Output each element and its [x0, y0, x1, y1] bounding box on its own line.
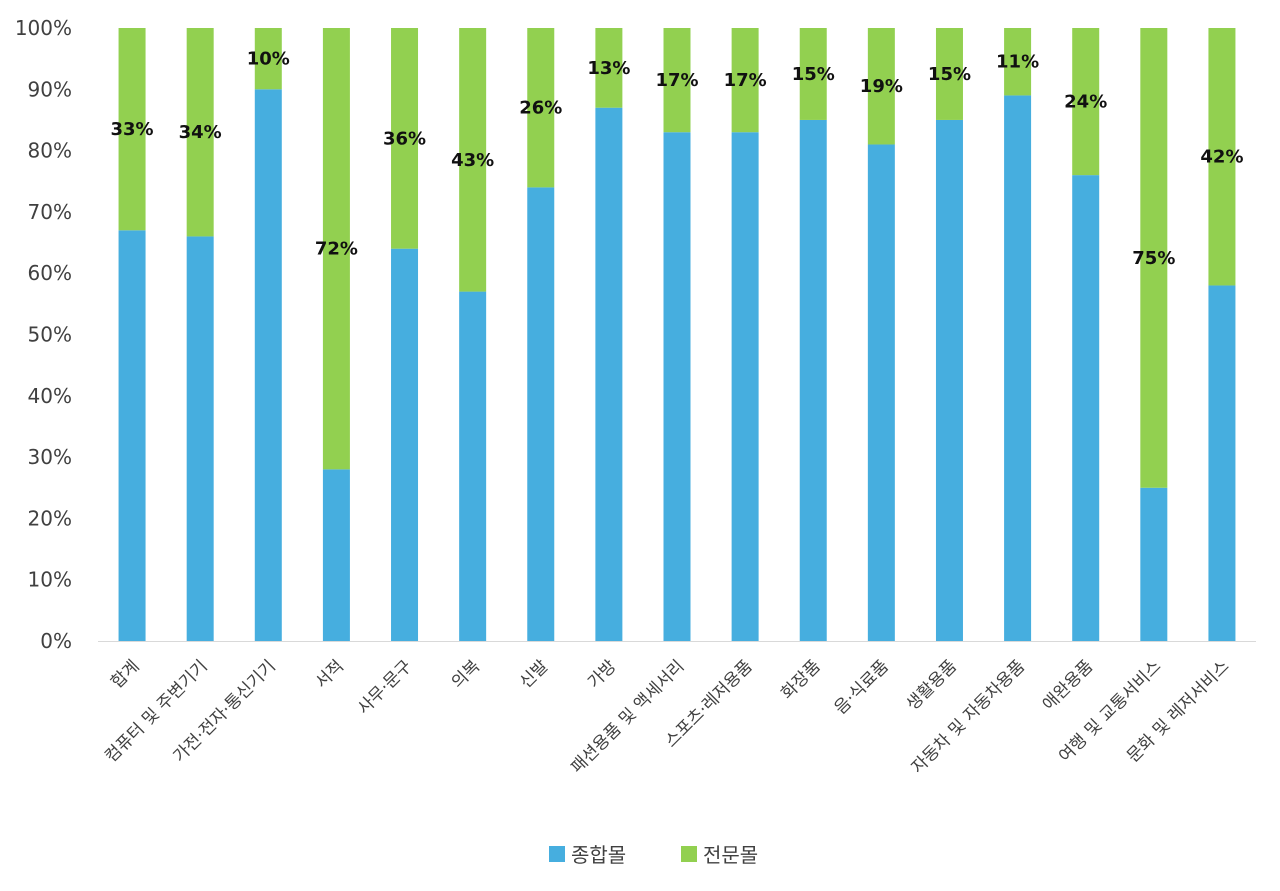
- y-tick-label: 90%: [28, 77, 72, 101]
- bar-segment-specialty-mall: [799, 28, 827, 120]
- data-label: 34%: [179, 122, 222, 143]
- y-tick-label: 60%: [28, 261, 72, 285]
- bar-segment-specialty-mall: [322, 28, 350, 470]
- bar-segment-specialty-mall: [527, 28, 555, 188]
- data-label: 43%: [451, 150, 494, 171]
- data-label: 10%: [247, 49, 290, 70]
- legend-swatch: [549, 846, 565, 862]
- bar-segment-general-mall: [867, 144, 895, 641]
- bar-segment-specialty-mall: [595, 28, 623, 108]
- x-category-label: 신발: [516, 656, 553, 693]
- x-category-label: 화장품: [777, 656, 824, 703]
- data-label: 11%: [996, 52, 1039, 73]
- y-tick-label: 10%: [28, 568, 72, 592]
- bar-segment-general-mall: [459, 291, 487, 641]
- data-label: 15%: [792, 64, 835, 85]
- x-category-label: 의복: [448, 656, 484, 692]
- bar-segment-specialty-mall: [1072, 28, 1100, 176]
- x-category-label: 사무·문구: [354, 656, 416, 718]
- bar-segment-specialty-mall: [1208, 28, 1236, 286]
- bar-segment-general-mall: [527, 187, 555, 641]
- bar-segment-specialty-mall: [186, 28, 214, 237]
- x-category-label: 생활용품: [903, 656, 961, 714]
- bar-segment-general-mall: [391, 248, 419, 641]
- legend-swatch: [681, 846, 697, 862]
- y-tick-label: 100%: [15, 16, 72, 40]
- bar-segment-specialty-mall: [1004, 28, 1032, 96]
- data-label: 33%: [111, 119, 154, 140]
- bar-segment-specialty-mall: [391, 28, 419, 249]
- y-tick-label: 40%: [28, 384, 72, 408]
- y-tick-label: 30%: [28, 445, 72, 469]
- bar-segment-general-mall: [118, 230, 146, 642]
- data-label: 24%: [1064, 92, 1107, 113]
- y-tick-label: 0%: [40, 629, 72, 653]
- legend-label: 종합몰: [571, 843, 626, 867]
- bar-segment-general-mall: [1004, 95, 1032, 642]
- x-category-label: 패션용품 및 액세서리: [567, 656, 688, 777]
- bar-segment-specialty-mall: [254, 28, 282, 90]
- bar-segment-general-mall: [322, 469, 350, 641]
- data-label: 13%: [587, 58, 630, 79]
- data-label: 17%: [655, 70, 698, 91]
- bar-segment-general-mall: [1140, 487, 1168, 641]
- bar-segment-specialty-mall: [731, 28, 759, 133]
- bar-segment-specialty-mall: [867, 28, 895, 145]
- x-category-label: 가방: [584, 656, 621, 693]
- y-tick-label: 20%: [28, 506, 72, 530]
- bar-segment-specialty-mall: [1140, 28, 1168, 488]
- bar-segment-general-mall: [731, 132, 759, 641]
- bar-segment-general-mall: [1208, 285, 1236, 641]
- data-label: 36%: [383, 128, 426, 149]
- y-tick-label: 50%: [28, 323, 72, 347]
- x-category-label: 애완용품: [1039, 656, 1097, 714]
- bar-segment-general-mall: [1072, 175, 1100, 641]
- bar-segment-general-mall: [254, 89, 282, 642]
- data-label: 15%: [928, 64, 971, 85]
- bar-segment-general-mall: [186, 236, 214, 642]
- bar-segment-general-mall: [595, 107, 623, 641]
- data-label: 26%: [519, 98, 562, 119]
- data-label: 75%: [1132, 248, 1175, 269]
- bar-segment-specialty-mall: [935, 28, 963, 120]
- data-label: 19%: [860, 76, 903, 97]
- bar-segment-general-mall: [935, 119, 963, 641]
- x-category-label: 서적: [312, 656, 348, 692]
- data-label: 17%: [724, 70, 767, 91]
- x-category-label: 합계: [107, 656, 143, 692]
- x-category-label: 자동차 및 자동차용품: [908, 656, 1029, 777]
- y-tick-label: 70%: [28, 200, 72, 224]
- bar-segment-general-mall: [663, 132, 691, 641]
- bar-segment-general-mall: [799, 119, 827, 641]
- y-tick-label: 80%: [28, 139, 72, 163]
- bar-segment-specialty-mall: [459, 28, 487, 292]
- bar-segment-specialty-mall: [118, 28, 146, 231]
- legend-label: 전문몰: [703, 843, 758, 867]
- x-category-label: 음·식료품: [831, 656, 893, 718]
- bar-segment-specialty-mall: [663, 28, 691, 133]
- data-label: 42%: [1200, 147, 1243, 168]
- data-label: 72%: [315, 239, 358, 260]
